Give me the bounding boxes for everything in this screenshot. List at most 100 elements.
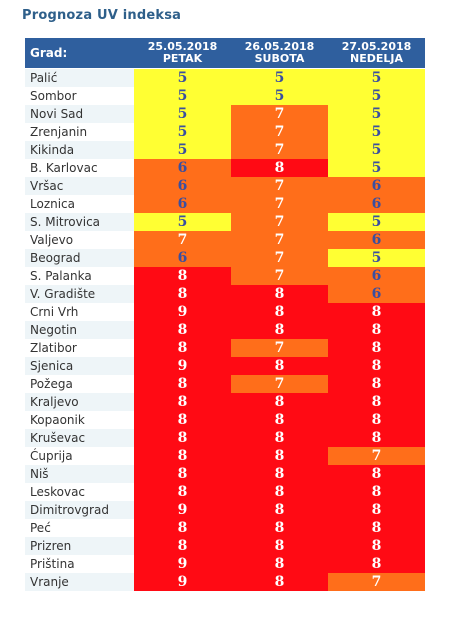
uv-index-cell: 5 bbox=[328, 87, 425, 105]
table-row: Novi Sad 5 7 5 bbox=[25, 105, 425, 123]
uv-index-cell: 5 bbox=[231, 69, 328, 87]
uv-index-cell: 5 bbox=[328, 249, 425, 267]
uv-index-cell: 7 bbox=[231, 105, 328, 123]
uv-index-cell: 5 bbox=[134, 213, 231, 231]
uv-index-cell: 5 bbox=[328, 141, 425, 159]
city-name: B. Karlovac bbox=[25, 159, 134, 177]
city-name: Crni Vrh bbox=[25, 303, 134, 321]
uv-index-cell: 6 bbox=[328, 267, 425, 285]
table-row: S. Palanka 8 7 6 bbox=[25, 267, 425, 285]
uv-index-cell: 7 bbox=[328, 447, 425, 465]
uv-index-cell: 6 bbox=[134, 177, 231, 195]
city-name: Kopaonik bbox=[25, 411, 134, 429]
uv-index-cell: 8 bbox=[231, 393, 328, 411]
table-row: Kopaonik 8 8 8 bbox=[25, 411, 425, 429]
table-row: Leskovac 8 8 8 bbox=[25, 483, 425, 501]
uv-index-cell: 8 bbox=[134, 375, 231, 393]
table-header: Grad: 25.05.2018 PETAK 26.05.2018 SUBOTA… bbox=[25, 38, 425, 68]
uv-index-cell: 6 bbox=[134, 159, 231, 177]
day-column-header: 25.05.2018 PETAK bbox=[134, 38, 231, 68]
day-date: 25.05.2018 bbox=[147, 40, 218, 53]
uv-index-cell: 8 bbox=[231, 573, 328, 591]
day-name: NEDELJA bbox=[350, 52, 403, 65]
table-row: Loznica 6 7 6 bbox=[25, 195, 425, 213]
table-row: Negotin 8 8 8 bbox=[25, 321, 425, 339]
uv-index-cell: 8 bbox=[328, 555, 425, 573]
city-name: Prizren bbox=[25, 537, 134, 555]
city-name: Novi Sad bbox=[25, 105, 134, 123]
table-row: Zrenjanin 5 7 5 bbox=[25, 123, 425, 141]
uv-index-cell: 7 bbox=[231, 249, 328, 267]
uv-index-cell: 7 bbox=[328, 573, 425, 591]
city-name: V. Gradište bbox=[25, 285, 134, 303]
uv-index-cell: 9 bbox=[134, 303, 231, 321]
uv-index-cell: 8 bbox=[328, 411, 425, 429]
uv-index-cell: 8 bbox=[328, 357, 425, 375]
uv-index-cell: 8 bbox=[328, 429, 425, 447]
table-row: Kruševac 8 8 8 bbox=[25, 429, 425, 447]
uv-index-cell: 8 bbox=[134, 429, 231, 447]
uv-forecast-table: Grad: 25.05.2018 PETAK 26.05.2018 SUBOTA… bbox=[25, 38, 425, 591]
uv-index-cell: 5 bbox=[134, 123, 231, 141]
uv-index-cell: 9 bbox=[134, 501, 231, 519]
uv-index-cell: 8 bbox=[134, 411, 231, 429]
uv-index-cell: 8 bbox=[134, 393, 231, 411]
uv-index-cell: 8 bbox=[328, 519, 425, 537]
uv-index-cell: 8 bbox=[134, 483, 231, 501]
uv-index-cell: 8 bbox=[231, 321, 328, 339]
uv-index-cell: 7 bbox=[134, 231, 231, 249]
city-name: Ćuprija bbox=[25, 447, 134, 465]
uv-index-cell: 8 bbox=[328, 375, 425, 393]
uv-index-cell: 5 bbox=[134, 69, 231, 87]
day-name: SUBOTA bbox=[254, 52, 305, 65]
city-name: Leskovac bbox=[25, 483, 134, 501]
uv-index-cell: 7 bbox=[231, 213, 328, 231]
table-row: V. Gradište 8 8 6 bbox=[25, 285, 425, 303]
uv-index-cell: 6 bbox=[328, 285, 425, 303]
uv-index-cell: 7 bbox=[231, 195, 328, 213]
uv-index-cell: 8 bbox=[328, 339, 425, 357]
uv-index-cell: 8 bbox=[231, 537, 328, 555]
city-name: Kruševac bbox=[25, 429, 134, 447]
uv-index-cell: 8 bbox=[231, 483, 328, 501]
city-name: S. Mitrovica bbox=[25, 213, 134, 231]
table-row: S. Mitrovica 5 7 5 bbox=[25, 213, 425, 231]
uv-index-cell: 5 bbox=[328, 159, 425, 177]
uv-index-cell: 6 bbox=[134, 249, 231, 267]
uv-index-cell: 8 bbox=[231, 447, 328, 465]
uv-index-cell: 5 bbox=[231, 87, 328, 105]
table-row: Valjevo 7 7 6 bbox=[25, 231, 425, 249]
city-name: Kikinda bbox=[25, 141, 134, 159]
uv-index-cell: 9 bbox=[134, 357, 231, 375]
city-name: Peć bbox=[25, 519, 134, 537]
table-row: Ćuprija 8 8 7 bbox=[25, 447, 425, 465]
table-body: Palić 5 5 5 Sombor 5 5 5 Novi Sad 5 7 5 Zrenjanin 5 7 5… bbox=[25, 69, 425, 591]
table-row: Požega 8 7 8 bbox=[25, 375, 425, 393]
uv-index-cell: 9 bbox=[134, 555, 231, 573]
uv-index-cell: 6 bbox=[328, 231, 425, 249]
uv-index-cell: 8 bbox=[231, 285, 328, 303]
city-name: Sombor bbox=[25, 87, 134, 105]
city-name: Priština bbox=[25, 555, 134, 573]
uv-index-cell: 8 bbox=[134, 321, 231, 339]
city-name: Negotin bbox=[25, 321, 134, 339]
uv-index-cell: 5 bbox=[328, 69, 425, 87]
uv-index-cell: 7 bbox=[231, 339, 328, 357]
table-row: Peć 8 8 8 bbox=[25, 519, 425, 537]
table-row: Zlatibor 8 7 8 bbox=[25, 339, 425, 357]
city-name: Kraljevo bbox=[25, 393, 134, 411]
uv-index-cell: 8 bbox=[231, 519, 328, 537]
table-row: Crni Vrh 9 8 8 bbox=[25, 303, 425, 321]
uv-index-cell: 8 bbox=[134, 339, 231, 357]
table-row: Niš 8 8 8 bbox=[25, 465, 425, 483]
day-name: PETAK bbox=[162, 52, 203, 65]
city-name: Vršac bbox=[25, 177, 134, 195]
uv-index-cell: 7 bbox=[231, 123, 328, 141]
day-column-header: 27.05.2018 NEDELJA bbox=[328, 38, 425, 68]
city-name: Zlatibor bbox=[25, 339, 134, 357]
uv-index-cell: 8 bbox=[134, 447, 231, 465]
city-name: Zrenjanin bbox=[25, 123, 134, 141]
uv-index-cell: 6 bbox=[328, 195, 425, 213]
table-row: Sombor 5 5 5 bbox=[25, 87, 425, 105]
uv-index-cell: 5 bbox=[328, 123, 425, 141]
